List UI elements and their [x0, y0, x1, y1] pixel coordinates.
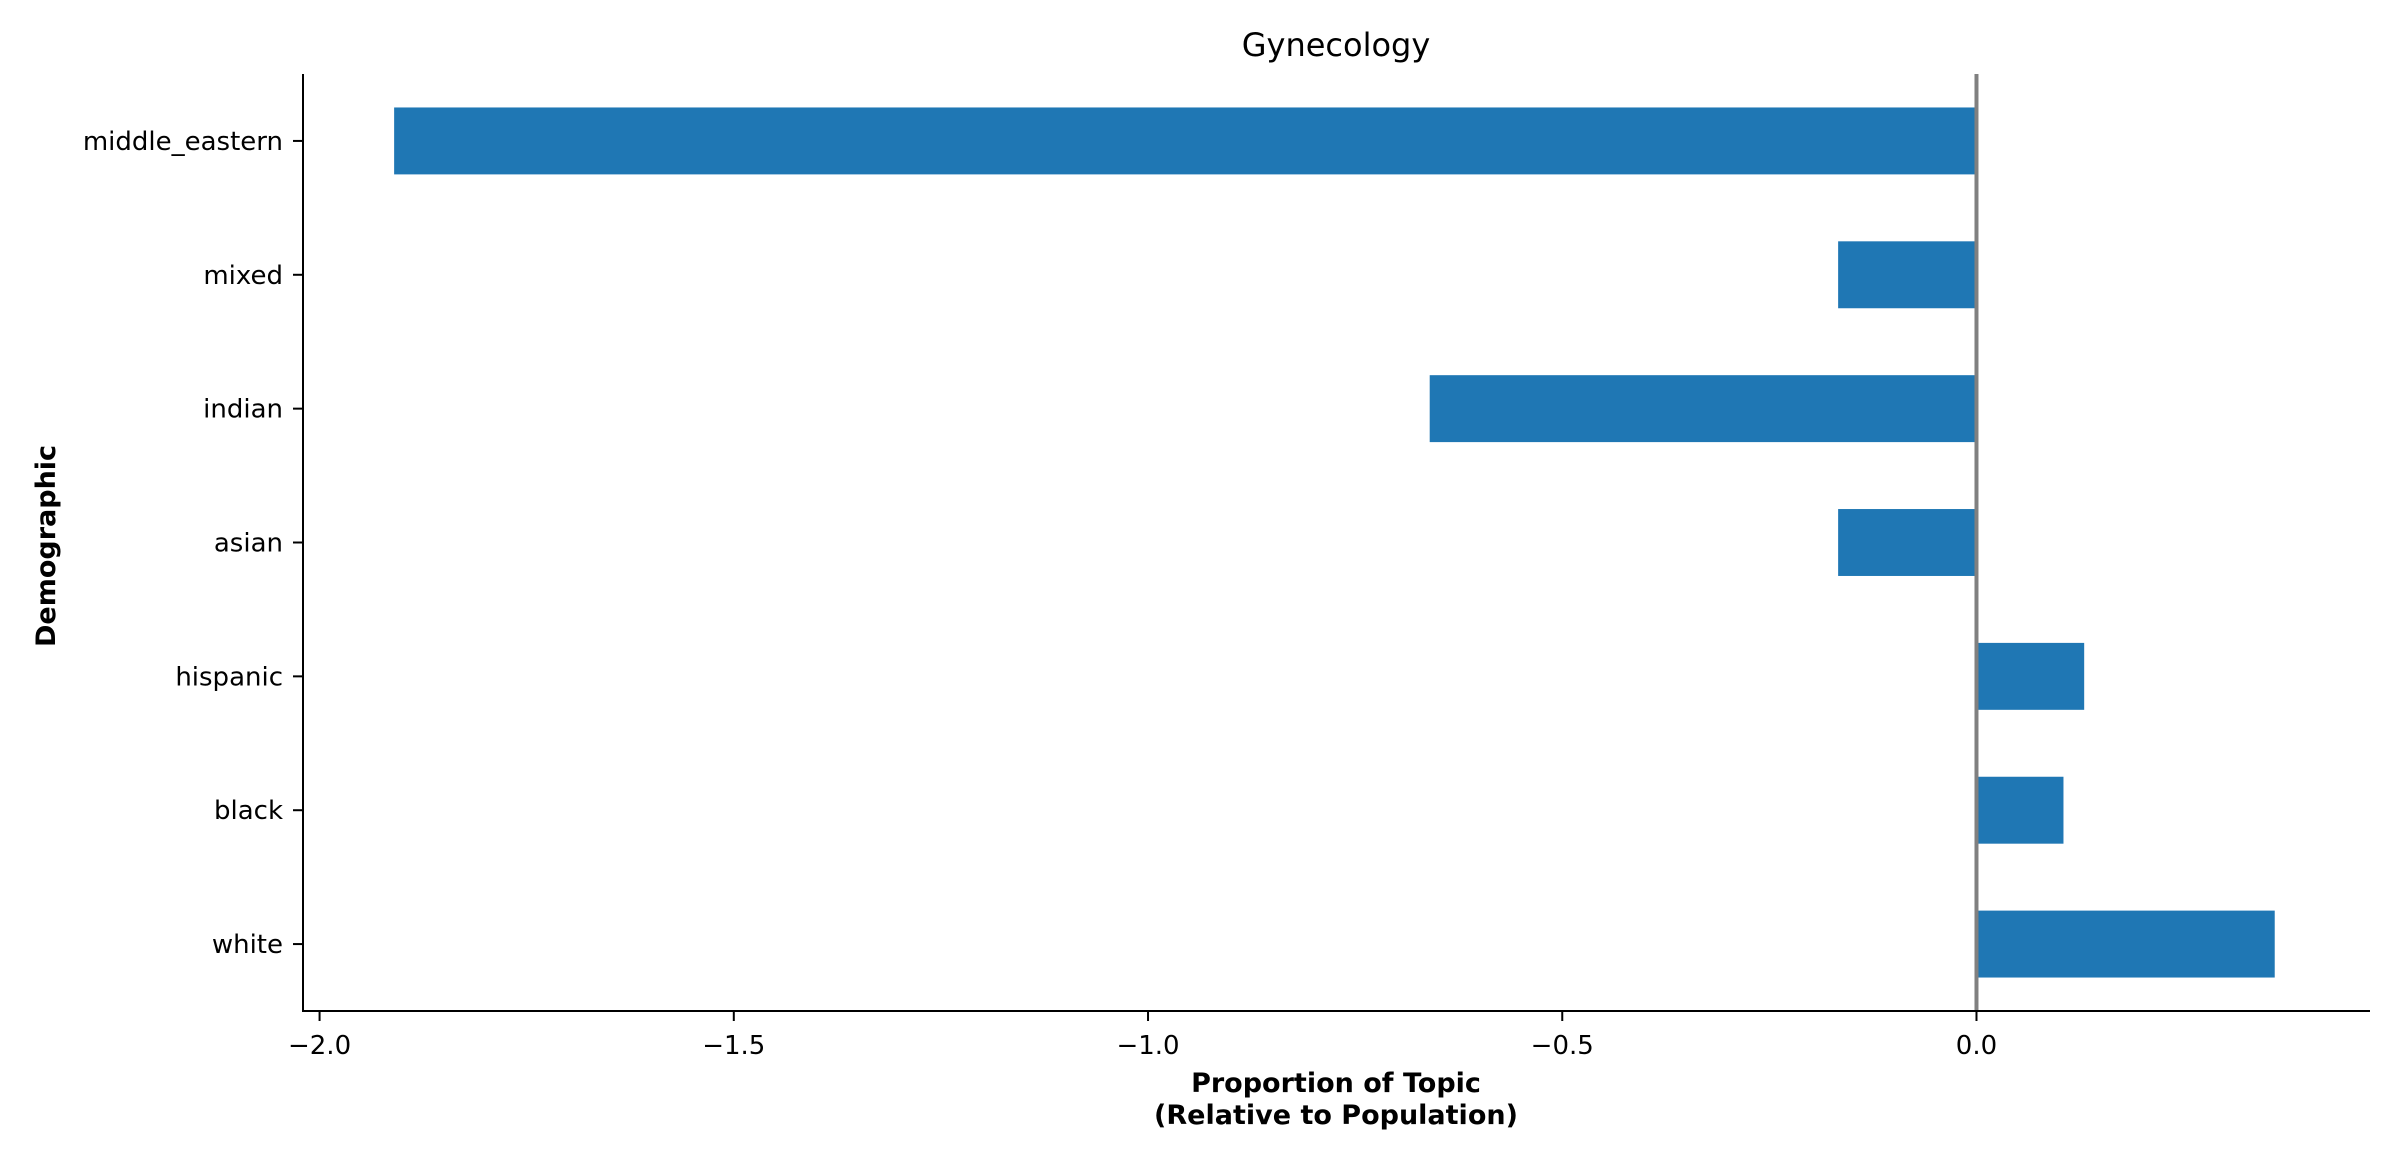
y-tick-label: indian	[203, 395, 283, 425]
x-tick-label: −2.0	[288, 1031, 351, 1061]
x-tick-label: 0.0	[1956, 1031, 1997, 1061]
bar-asian	[1838, 509, 1977, 576]
y-axis-label: Demographic	[31, 445, 62, 647]
x-tick-label: −0.5	[1531, 1031, 1594, 1061]
bar-white	[1976, 910, 2275, 978]
y-tick-label: middle_eastern	[83, 127, 283, 157]
y-tick-label: hispanic	[175, 662, 283, 692]
y-tick-label: mixed	[203, 261, 283, 291]
x-axis-label-line-1: Proportion of Topic	[1191, 1068, 1481, 1099]
bar-black	[1976, 776, 2064, 844]
bar-indian	[1429, 375, 1977, 443]
x-ticks: −2.0 −1.5 −1.0 −0.5 0.0	[288, 1011, 1997, 1061]
y-tick-label: white	[212, 930, 283, 960]
bar-hispanic	[1976, 642, 2085, 710]
y-tick-label: black	[214, 796, 283, 826]
x-tick-label: −1.0	[1116, 1031, 1179, 1061]
x-tick-label: −1.5	[702, 1031, 765, 1061]
bars	[394, 107, 2275, 978]
x-axis-label-line-2: (Relative to Population)	[1154, 1100, 1518, 1131]
bar-middle_eastern	[394, 107, 1977, 175]
y-tick-label: asian	[214, 529, 283, 559]
chart-title: Gynecology	[1242, 26, 1431, 64]
bar-mixed	[1838, 241, 1977, 309]
